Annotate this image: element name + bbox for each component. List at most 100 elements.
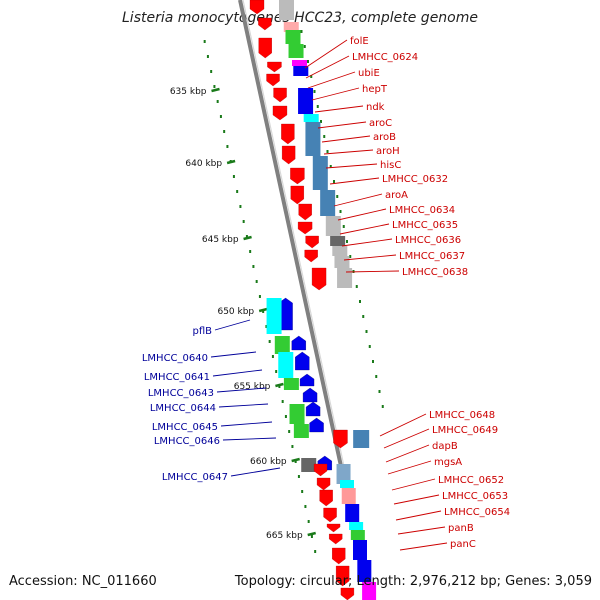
gene-label-red: aroH — [376, 146, 400, 157]
leader-line-red — [397, 526, 446, 535]
gene-category-box — [362, 582, 377, 600]
gene-label-red: LMHCC_0637 — [399, 251, 465, 262]
guide-dot — [249, 250, 252, 253]
gene-category-box — [283, 378, 299, 390]
leader-line-red — [391, 478, 436, 491]
guide-dot — [242, 220, 245, 223]
gene-arrow-reverse — [329, 533, 343, 545]
leader-line-red — [325, 163, 378, 169]
gene-label-red: panC — [450, 539, 476, 550]
gene-arrow-reverse — [258, 37, 272, 59]
gene-label-red: LMHCC_0634 — [389, 205, 455, 216]
leader-line-red — [379, 413, 427, 437]
gene-category-box — [353, 430, 370, 448]
gene-arrow-reverse — [323, 507, 337, 523]
gene-category-box — [293, 424, 309, 438]
kbp-ticks: 635 kbp 640 kbp 645 kbp 650 kbp 655 kbp 660 k… — [170, 87, 317, 541]
gene-label-red: LMHCC_0648 — [429, 410, 495, 421]
leader-line-red — [393, 494, 440, 505]
gene-arrow-reverse — [266, 73, 280, 87]
leader-line-red — [345, 270, 400, 273]
accession-text: Accession: NC_011660 — [9, 574, 157, 589]
kbp-tick-label: 660 kbp — [250, 457, 287, 467]
gene-label-red: LMHCC_0636 — [395, 235, 461, 246]
kbp-tick-label: 635 kbp — [170, 87, 207, 97]
guide-dot — [372, 360, 374, 363]
guide-dot — [301, 490, 304, 493]
guide-dot — [349, 255, 352, 258]
gene-category-box — [305, 122, 321, 156]
gene-arrow-reverse — [290, 167, 305, 185]
gene-arrow-reverse — [281, 123, 295, 145]
gene-category-box — [285, 30, 301, 44]
guide-dot — [288, 430, 291, 433]
guide-dot — [307, 60, 309, 63]
gene-category-box — [278, 352, 294, 378]
gene-arrow-reverse — [311, 267, 327, 291]
guide-dot — [381, 405, 384, 408]
guide-dot — [362, 315, 365, 318]
guide-dot — [206, 55, 209, 58]
leader-line-red — [337, 208, 387, 221]
gene-category-box — [293, 66, 309, 76]
gene-label-blue: pflB — [192, 326, 212, 337]
guide-dot — [213, 85, 216, 88]
guide-dot — [258, 295, 261, 298]
leader-line-blue — [216, 387, 267, 393]
gene-category-box — [336, 464, 351, 484]
kbp-tick-label: 655 kbp — [234, 382, 271, 392]
gene-label-red: LMHCC_0638 — [402, 267, 468, 278]
gene-label-blue: LMHCC_0641 — [144, 372, 210, 383]
guide-dot — [326, 150, 329, 153]
guide-dot — [346, 240, 348, 243]
gene-category-box — [298, 88, 314, 114]
gene-category-box — [279, 0, 294, 20]
kbp-tick-mark — [258, 307, 268, 313]
guide-dot — [339, 210, 342, 213]
guide-dot — [297, 475, 300, 478]
guide-dot — [310, 75, 313, 78]
guide-dot — [303, 45, 306, 48]
guide-dot — [252, 265, 255, 268]
gene-arrow-reverse — [249, 0, 265, 15]
gene-label-red: aroB — [373, 132, 396, 143]
diagram-title: Listeria monocytogenes HCC23, complete g… — [122, 10, 478, 26]
guide-dot — [275, 370, 278, 373]
coordinate-dots — [203, 30, 384, 553]
guide-dot — [239, 205, 242, 208]
guide-dot — [320, 120, 322, 123]
gene-arrow-reverse — [326, 523, 341, 533]
gene-category-box — [349, 522, 364, 530]
leader-line-red — [304, 39, 348, 69]
gene-arrow-reverse — [335, 565, 350, 587]
gene-category-box — [283, 22, 299, 32]
gene-label-blue: LMHCC_0644 — [150, 403, 216, 414]
leader-line-red — [387, 460, 432, 475]
gene-label-red: LMHCC_0635 — [392, 220, 458, 231]
kbp-tick-mark — [275, 382, 284, 388]
gene-arrow-reverse — [319, 489, 333, 507]
gene-label-red: LMHCC_0624 — [352, 52, 418, 63]
guide-dot — [203, 40, 206, 43]
guide-dot — [271, 355, 274, 358]
gene-category-box — [345, 504, 360, 522]
gene-label-red: aroA — [385, 190, 408, 201]
kbp-tick-label: 640 kbp — [185, 159, 222, 169]
kbp-tick-mark — [211, 87, 220, 93]
guide-dot — [284, 415, 287, 418]
gene-arrow-forward — [305, 401, 321, 417]
gene-arrow-forward — [291, 335, 306, 351]
gene-label-red: LMHCC_0632 — [382, 174, 448, 185]
guide-dot — [314, 550, 317, 553]
gene-labels: folE LMHCC_0624 ubiE hepT ndk aroC aroB aroH his… — [142, 36, 510, 550]
leader-line-red — [385, 444, 430, 463]
leader-line-red — [311, 87, 360, 101]
gene-label-blue: LMHCC_0643 — [148, 388, 214, 399]
gene-category-box — [274, 336, 290, 354]
gene-category-box — [312, 156, 328, 190]
leader-line-blue — [222, 437, 277, 441]
gene-arrow-forward — [295, 351, 310, 371]
leader-line-blue — [220, 421, 273, 427]
gene-arrow-reverse — [340, 587, 355, 600]
guide-dot — [300, 30, 303, 33]
